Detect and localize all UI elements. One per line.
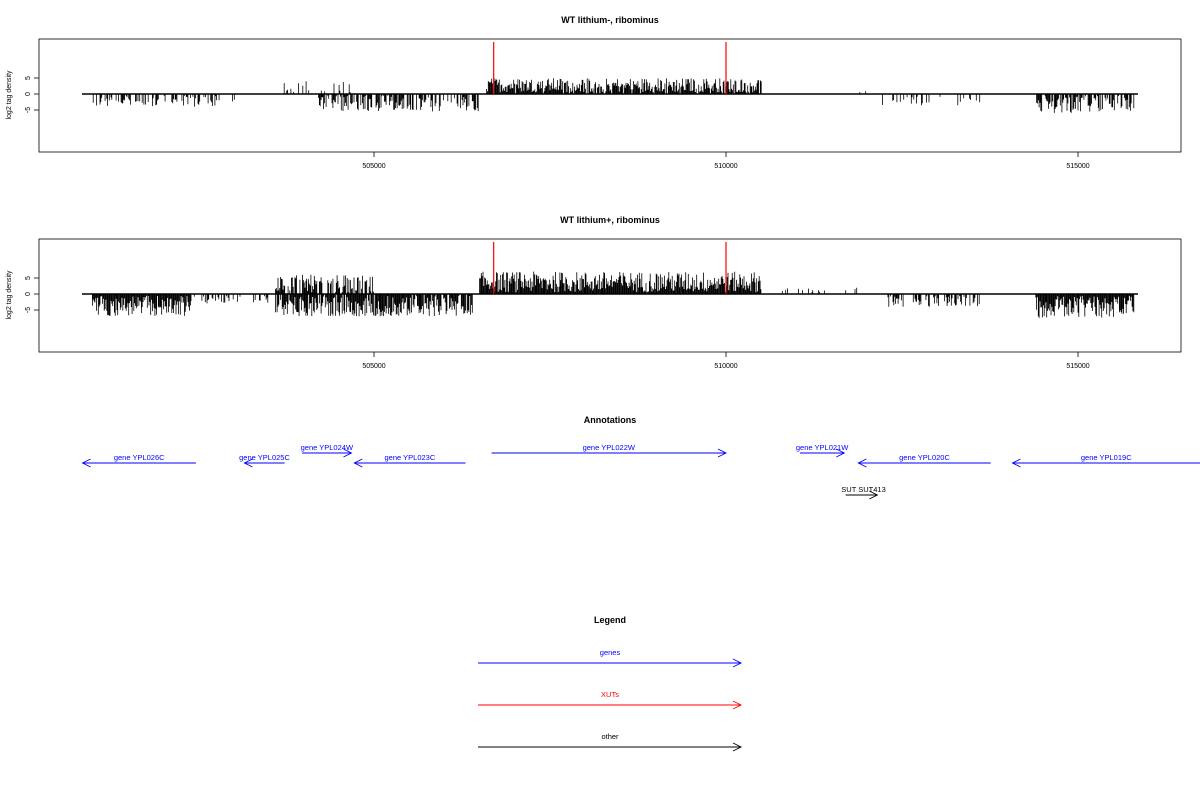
panel-1-plot-frame: [38, 38, 1182, 153]
gene-arrow-head: [836, 448, 846, 458]
panel-1-title: WT lithium-, ribominus: [561, 15, 659, 25]
panel-lithium-minus: WT lithium-, ribominus 505000 510000 51500…: [6, 15, 1182, 170]
legend-label: other: [601, 732, 619, 741]
gene-arrow-head: [81, 458, 91, 468]
x-tick-label: 510000: [714, 363, 737, 370]
other-feature-label: SUT SUT413: [841, 485, 885, 494]
panel-2-x-axis: 505000 510000 515000: [362, 352, 1090, 370]
gene-arrow-head: [857, 458, 867, 468]
gene-label: gene YPL019C: [1081, 453, 1132, 462]
annotations-title: Annotations: [584, 415, 637, 425]
x-tick-label: 515000: [1066, 163, 1089, 170]
gene-arrow-head: [353, 458, 363, 468]
gene-label: gene YPL025C: [239, 453, 290, 462]
legend-items: genes XUTs other: [478, 648, 743, 752]
other-feature-arrow-head: [869, 490, 879, 500]
x-tick-label: 505000: [362, 363, 385, 370]
y-tick-label: 5: [25, 76, 32, 80]
legend-label: XUTs: [601, 690, 619, 699]
panel-1-xut-markers: [493, 42, 727, 94]
panel-2-title: WT lithium+, ribominus: [560, 215, 660, 225]
legend-label: genes: [600, 648, 621, 657]
x-tick-label: 510000: [714, 163, 737, 170]
panel-lithium-plus: WT lithium+, ribominus 505000 510000 51500…: [6, 215, 1182, 370]
gene-label: gene YPL026C: [114, 453, 165, 462]
gene-label: gene YPL023C: [385, 453, 436, 462]
density-bar-set: [92, 78, 1135, 113]
panel-2-xut-markers: [493, 242, 727, 294]
panel-1-y-axis: 5 0 -5: [25, 76, 39, 113]
gene-label: gene YPL021W: [796, 443, 849, 452]
gene-arrow-head: [243, 458, 253, 468]
legend-title: Legend: [594, 615, 626, 625]
panel-2-density-bars: [92, 271, 1135, 318]
legend-panel: Legend genes XUTs other: [478, 615, 743, 752]
y-tick-label: 0: [25, 92, 32, 96]
gene-label: gene YPL022W: [583, 443, 636, 452]
panel-1-density-bars: [92, 78, 1135, 113]
y-tick-label: -5: [25, 307, 32, 313]
gene-arrow-head: [717, 448, 728, 458]
gene-label: gene YPL024W: [301, 443, 354, 452]
panel-1-x-axis: 505000 510000 515000: [362, 152, 1090, 170]
panel-2-y-axis: 5 0 -5: [25, 276, 39, 313]
x-tick-label: 505000: [362, 163, 385, 170]
y-tick-label: 0: [25, 292, 32, 296]
y-tick-label: -5: [25, 107, 32, 113]
legend-arrow-genes-head: [732, 658, 743, 668]
x-tick-label: 515000: [1066, 363, 1089, 370]
legend-arrow-other-head: [732, 742, 743, 752]
density-bar-set: [92, 271, 1135, 318]
annotations-panel: Annotations gene YPL026C gene YPL025Cgene…: [81, 415, 1200, 500]
panel-1-y-label: log2 tag density: [6, 70, 13, 120]
gene-label: gene YPL020C: [899, 453, 950, 462]
gene-arrow-head: [343, 448, 353, 458]
gene-arrow-head: [1011, 458, 1021, 468]
panel-2-y-label: log2 tag density: [6, 270, 13, 320]
legend-arrow-xuts-head: [732, 700, 743, 710]
panel-2-plot-frame: [38, 238, 1182, 353]
annotation-features: gene YPL026C gene YPL025C gene YPL024W gene…: [81, 443, 1200, 500]
y-tick-label: 5: [25, 276, 32, 280]
